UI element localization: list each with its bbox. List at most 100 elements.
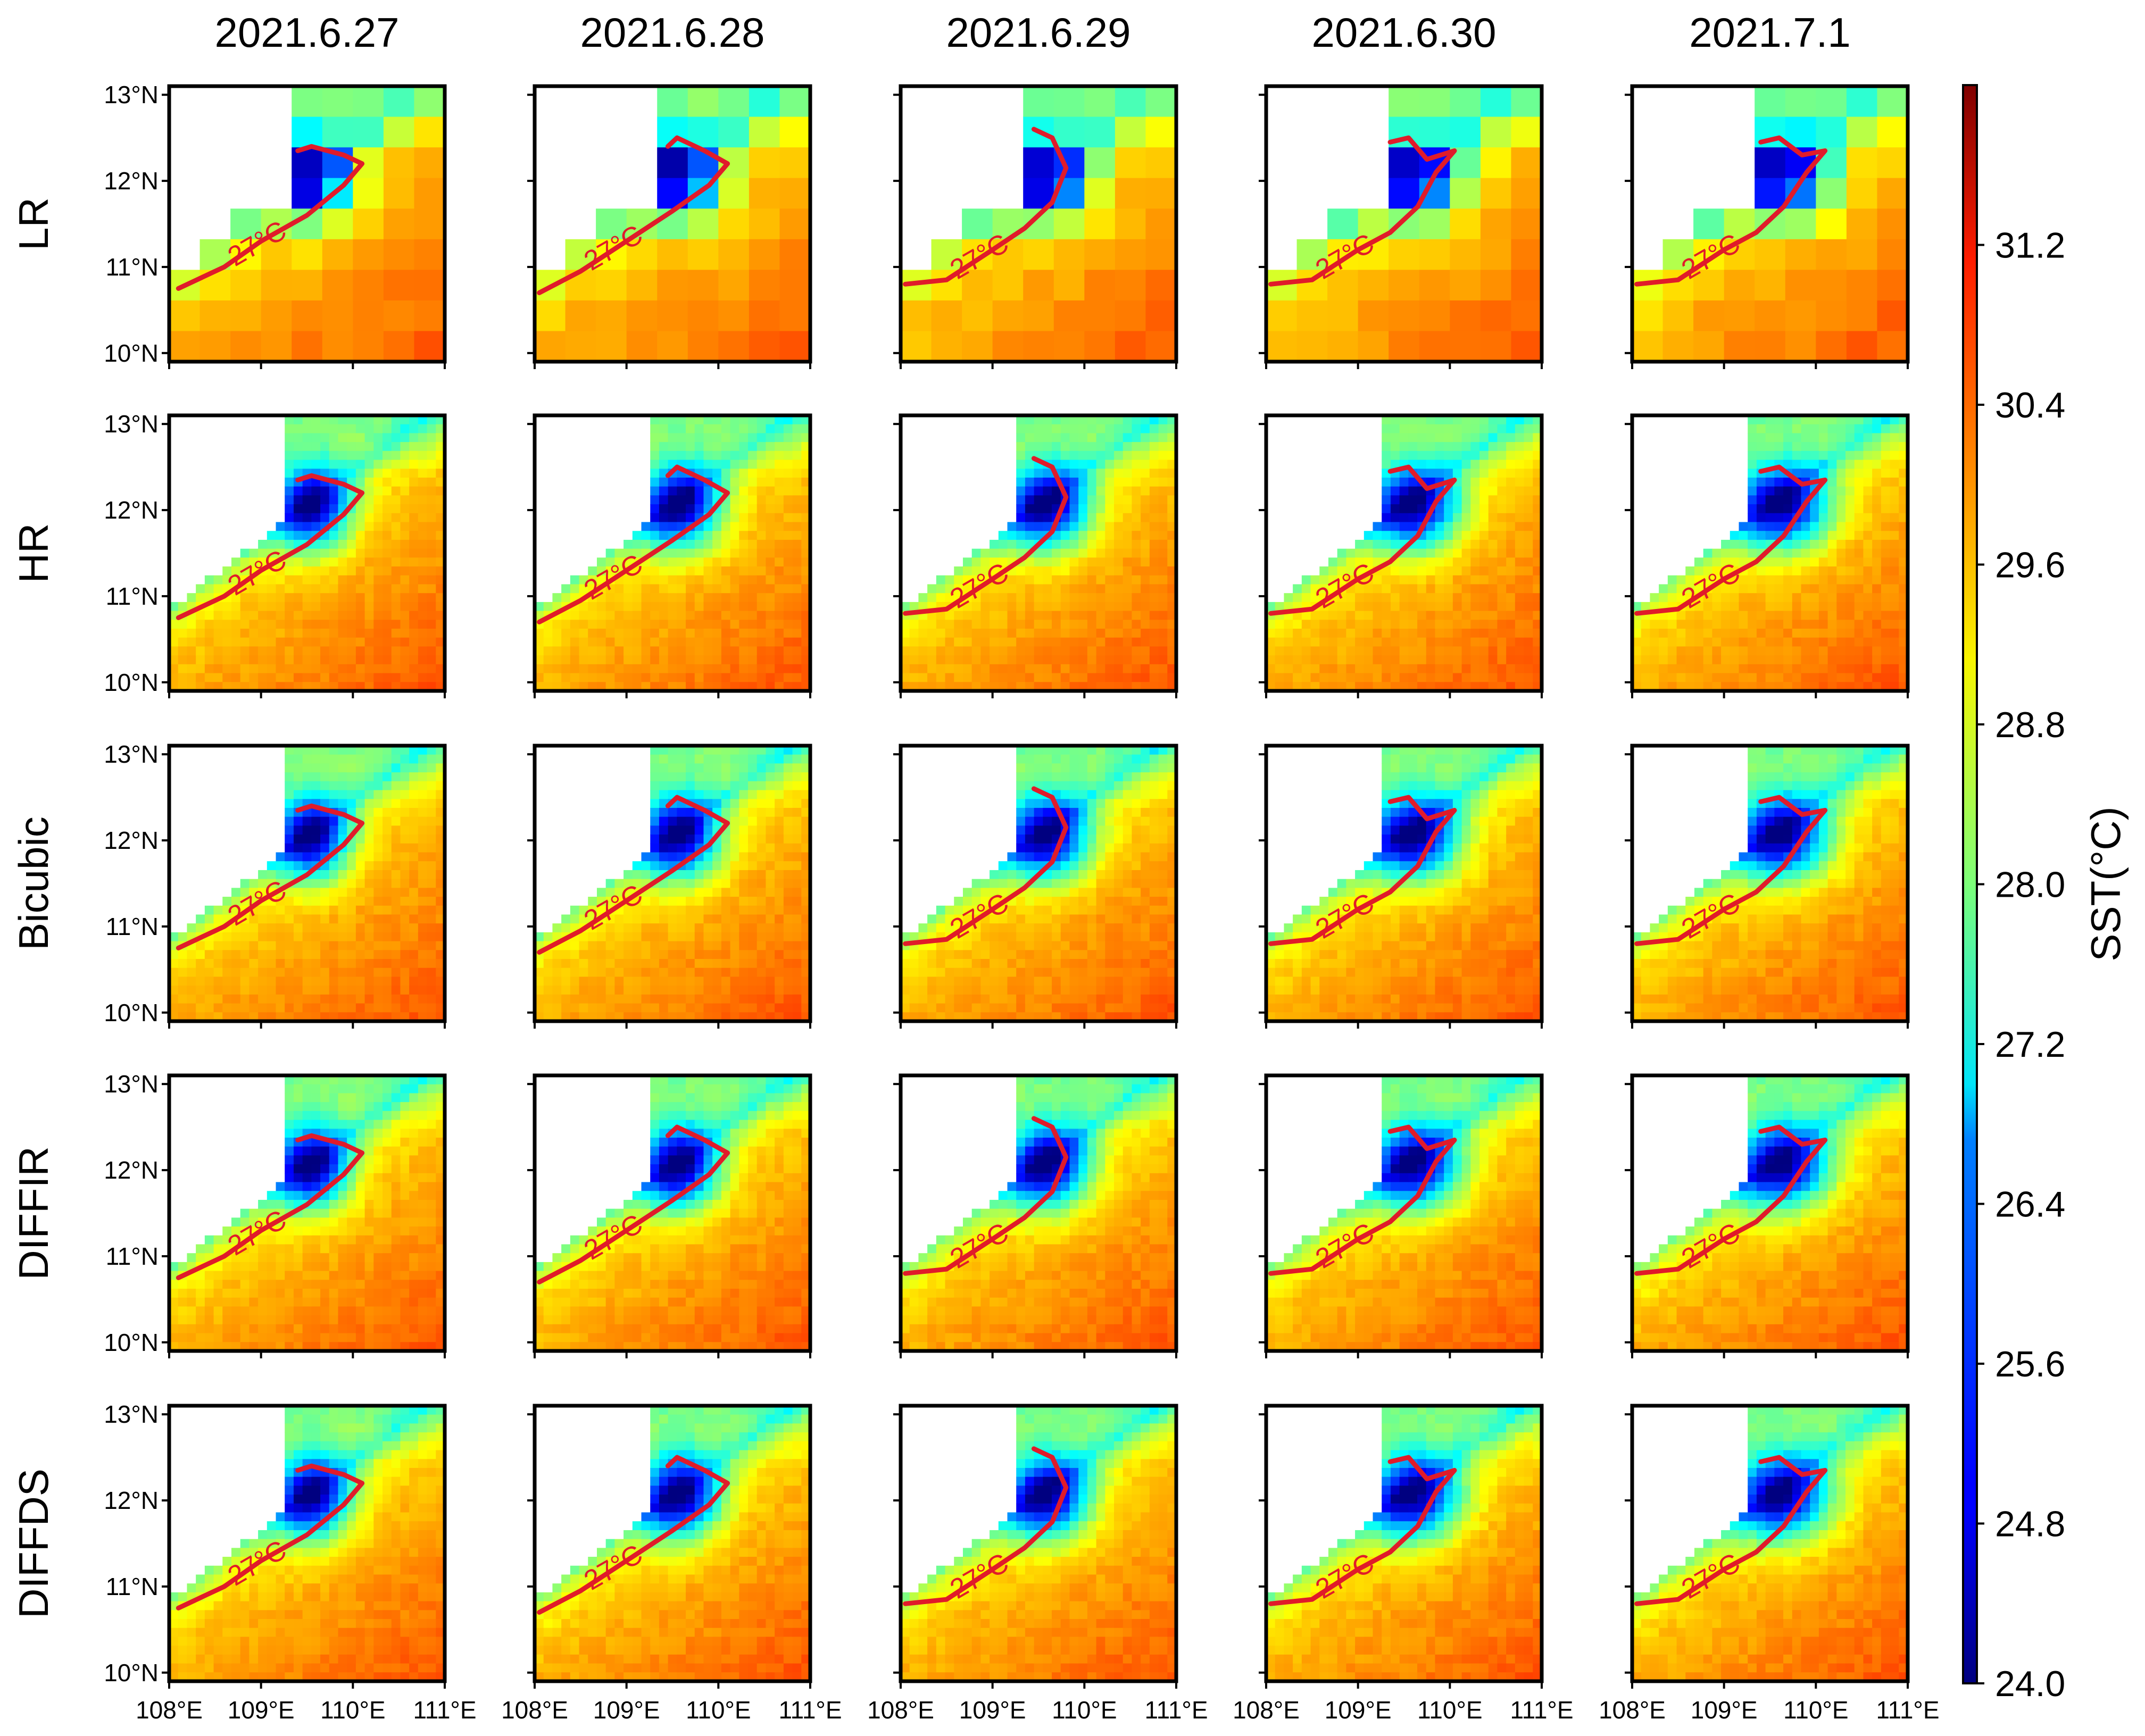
sst-cell [1390,655,1400,665]
sst-cell [1810,673,1819,682]
sst-cell [712,548,722,558]
sst-cell [1890,504,1899,514]
sst-cell [258,602,268,612]
sst-cell [1444,539,1453,549]
sst-cell [1452,593,1462,603]
sst-cell [1765,646,1775,656]
sst-cell [213,967,223,978]
sst-cell [418,424,428,434]
sst-cell [766,460,775,469]
sst-cell [1149,442,1159,452]
sst-cell [650,442,660,452]
sst-cell [1827,548,1837,558]
sst-cell [1096,424,1105,434]
sst-cell [364,433,374,443]
sst-cell [1461,460,1471,469]
sst-cell [703,557,713,567]
sst-cell [302,959,312,969]
sst-cell [1827,566,1837,576]
sst-cell [1444,602,1453,612]
sst-cell [1034,477,1043,487]
sst-cell [427,932,436,942]
sst-cell [1043,469,1052,478]
sst-cell [1511,331,1542,362]
sst-cell [570,986,580,995]
sst-cell [686,495,695,505]
sst-cell [1872,646,1882,656]
sst-cell [677,620,686,629]
sst-cell [383,433,392,443]
sst-cell [1461,673,1471,682]
sst-cell [1132,620,1141,629]
sst-cell [749,178,780,209]
sst-cell [588,986,597,995]
sst-cell [561,655,571,665]
sst-cell [677,442,686,452]
sst-cell [749,208,780,240]
sst-cell [1364,637,1374,647]
sst-cell [1827,486,1837,496]
sst-cell [436,531,445,540]
sst-cell [1319,655,1329,665]
sst-cell [1816,178,1847,209]
sst-cell [1025,620,1035,629]
sst-cell [427,861,436,871]
sst-cell [329,879,339,888]
sst-cell [373,682,383,691]
sst-cell [1877,239,1908,270]
sst-cell [1452,433,1462,443]
sst-cell [971,646,981,656]
sst-cell [1694,664,1704,674]
sst-cell [391,967,401,978]
sst-cell [249,932,259,942]
sst-cell [285,646,294,656]
sst-cell [1382,424,1391,434]
sst-cell [409,825,419,835]
sst-cell [1025,442,1035,452]
sst-cell [1756,673,1766,682]
sst-cell [579,932,588,942]
sst-cell [739,575,749,585]
sst-cell [1382,646,1391,656]
sst-cell [1836,593,1846,603]
sst-cell [338,897,347,906]
sst-cell [792,646,802,656]
sst-cell [329,897,339,906]
sst-cell [748,486,758,496]
sst-cell [1158,495,1168,505]
sst-cell [668,566,677,576]
sst-cell [267,994,277,1004]
sst-cell [293,950,303,959]
sst-cell [1524,584,1533,594]
sst-cell [1863,655,1873,665]
sst-cell [1114,664,1124,674]
sst-cell [1774,637,1784,647]
sst-cell [775,548,784,558]
sst-cell [427,682,436,691]
sst-cell [187,959,196,969]
sst-cell [267,637,277,647]
sst-cell [756,460,767,469]
sst-cell [783,513,793,523]
sst-cell [1461,629,1471,638]
sst-cell [1373,664,1382,674]
sst-cell [1827,504,1837,514]
sst-cell [1034,442,1043,452]
sst-cell [1078,620,1088,629]
sst-cell [347,531,356,540]
sst-cell [1060,460,1070,469]
sst-cell [766,629,775,638]
sst-cell [1479,673,1489,682]
sst-cell [596,611,606,620]
sst-cell [1801,460,1810,469]
sst-cell [775,557,784,567]
sst-cell [730,575,739,585]
sst-cell [1417,539,1427,549]
sst-cell [936,629,946,638]
sst-cell [427,994,436,1004]
sst-cell [756,655,767,665]
sst-cell [1854,486,1864,496]
sst-cell [409,655,419,665]
sst-cell [338,950,347,959]
sst-cell [686,424,695,434]
